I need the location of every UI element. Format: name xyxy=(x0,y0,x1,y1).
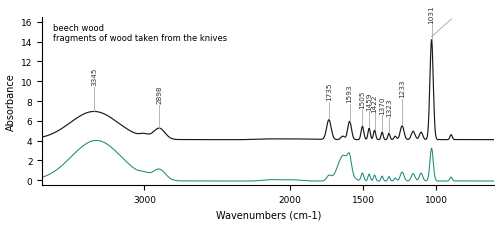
Text: 1422: 1422 xyxy=(372,94,378,112)
Text: 1505: 1505 xyxy=(360,90,366,108)
Text: 1370: 1370 xyxy=(379,96,385,114)
Text: 1323: 1323 xyxy=(386,98,392,116)
Text: 1735: 1735 xyxy=(326,82,332,101)
Y-axis label: Absorbance: Absorbance xyxy=(6,73,16,130)
X-axis label: Wavenumbers (cm-1): Wavenumbers (cm-1) xyxy=(216,209,321,219)
Text: 2898: 2898 xyxy=(156,85,162,104)
Text: 1233: 1233 xyxy=(399,79,405,98)
Text: 1031: 1031 xyxy=(428,5,434,24)
Text: 3345: 3345 xyxy=(91,68,97,86)
Text: 1459: 1459 xyxy=(366,92,372,110)
Legend: beech wood, fragments of wood taken from the knives: beech wood, fragments of wood taken from… xyxy=(51,22,229,45)
Text: 1593: 1593 xyxy=(346,84,352,103)
